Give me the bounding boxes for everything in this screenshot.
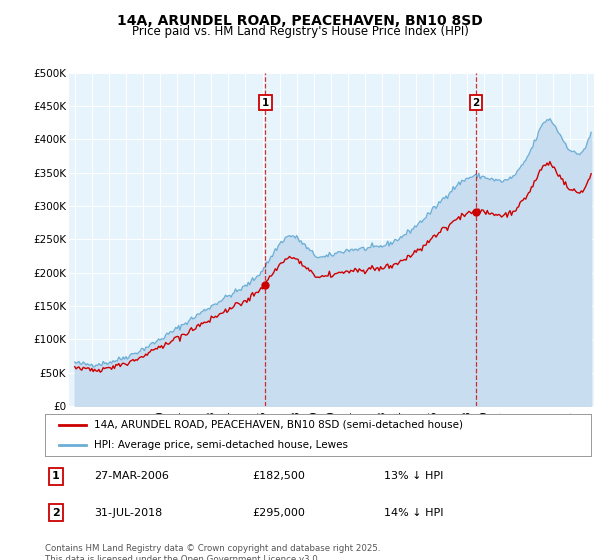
Text: 14A, ARUNDEL ROAD, PEACEHAVEN, BN10 8SD (semi-detached house): 14A, ARUNDEL ROAD, PEACEHAVEN, BN10 8SD … (94, 420, 463, 430)
Text: 2: 2 (472, 98, 479, 108)
Text: 14% ↓ HPI: 14% ↓ HPI (383, 507, 443, 517)
Text: £182,500: £182,500 (253, 472, 305, 482)
Text: 14A, ARUNDEL ROAD, PEACEHAVEN, BN10 8SD: 14A, ARUNDEL ROAD, PEACEHAVEN, BN10 8SD (117, 14, 483, 28)
Text: £295,000: £295,000 (253, 507, 305, 517)
Text: 27-MAR-2006: 27-MAR-2006 (94, 472, 169, 482)
Text: 2: 2 (52, 507, 60, 517)
Text: HPI: Average price, semi-detached house, Lewes: HPI: Average price, semi-detached house,… (94, 440, 348, 450)
Text: 13% ↓ HPI: 13% ↓ HPI (383, 472, 443, 482)
Text: 1: 1 (262, 98, 269, 108)
Text: 31-JUL-2018: 31-JUL-2018 (94, 507, 163, 517)
Text: 1: 1 (52, 472, 60, 482)
Text: Price paid vs. HM Land Registry's House Price Index (HPI): Price paid vs. HM Land Registry's House … (131, 25, 469, 38)
Text: Contains HM Land Registry data © Crown copyright and database right 2025.
This d: Contains HM Land Registry data © Crown c… (45, 544, 380, 560)
